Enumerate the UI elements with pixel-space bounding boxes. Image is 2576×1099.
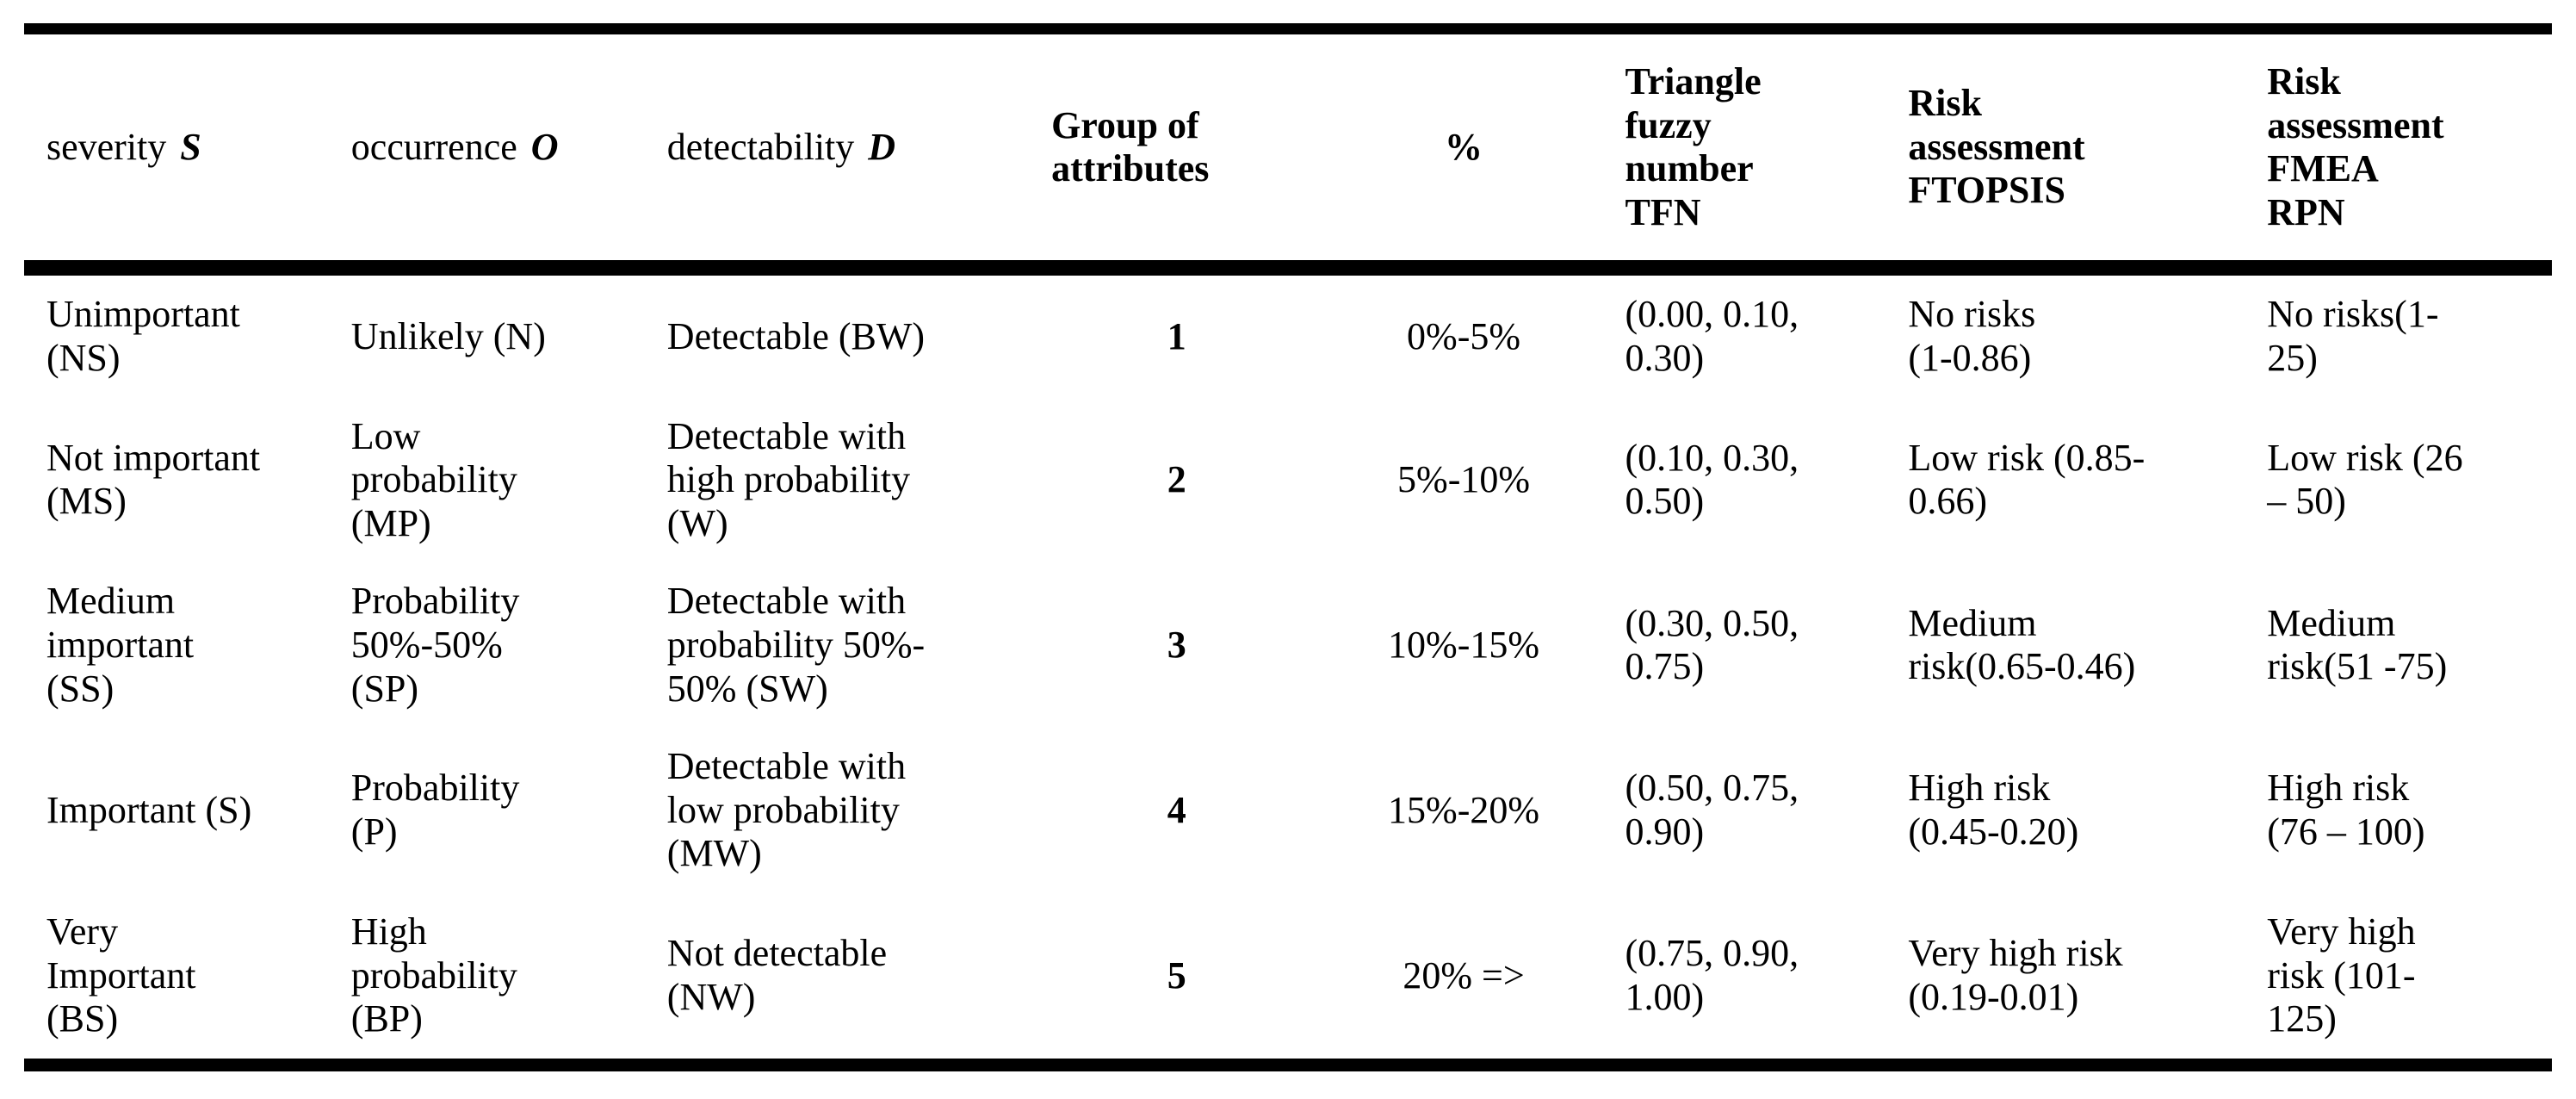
- table-row-2: Not important (MS) Low probability (MP) …: [24, 398, 2552, 563]
- cell-ftopsis: High risk (0.45-0.20): [1908, 767, 2079, 854]
- header-severity-label: severity: [46, 125, 167, 168]
- header-occurrence-label: occurrence: [350, 125, 517, 168]
- cell-occurrence: Low probability (MP): [350, 414, 517, 544]
- header-detectability-label: detectability: [666, 125, 855, 168]
- cell-fmea-rpn: Medium risk(51 -75): [2267, 601, 2448, 688]
- cell-tfn: (0.10, 0.30, 0.50): [1625, 436, 1799, 523]
- cell-occurrence: Probability (P): [350, 767, 520, 854]
- cell-percent: 10%-15%: [1388, 623, 1540, 666]
- cell-detectability: Detectable (BW): [666, 314, 926, 357]
- table-row-3: Medium important (SS) Probability 50%-50…: [24, 562, 2552, 728]
- cell-detectability: Detectable with low probability (MW): [666, 745, 907, 875]
- header-detectability: detectability D: [663, 28, 1049, 276]
- cell-percent: 5%-10%: [1397, 458, 1531, 501]
- cell-tfn: (0.30, 0.50, 0.75): [1625, 601, 1799, 688]
- cell-percent: 20% =>: [1403, 953, 1525, 997]
- cell-detectability: Detectable with high probability (W): [666, 414, 911, 544]
- header-severity: severity S: [24, 28, 348, 276]
- header-severity-symbol: S: [180, 125, 201, 168]
- cell-severity: Very Important (BS): [46, 910, 196, 1040]
- cell-fmea-rpn: High risk (76 – 100): [2267, 767, 2425, 854]
- header-occurrence: occurrence O: [347, 28, 664, 276]
- table-body: Unimportant (NS) Unlikely (N) Detectable…: [24, 268, 2552, 1065]
- cell-detectability: Detectable with probability 50%- 50% (SW…: [666, 580, 926, 710]
- header-group-of-attributes: Group of attributes: [1048, 28, 1306, 276]
- cell-group: 5: [1167, 953, 1186, 997]
- cell-tfn: (0.50, 0.75, 0.90): [1625, 767, 1799, 854]
- header-row: severity S occurrence O detectability D Gro…: [24, 28, 2552, 276]
- header-fmea-rpn: Risk assessment FMEA RPN: [2263, 28, 2552, 276]
- cell-occurrence: Unlikely (N): [350, 314, 546, 357]
- cell-fmea-rpn: Low risk (26 – 50): [2267, 436, 2463, 523]
- risk-assessment-table: severity S occurrence O detectability D Gro…: [24, 23, 2552, 1071]
- cell-fmea-rpn: Very high risk (101- 125): [2267, 910, 2416, 1040]
- cell-ftopsis: Medium risk(0.65-0.46): [1908, 601, 2136, 688]
- cell-severity: Medium important (SS): [46, 580, 195, 710]
- cell-detectability: Not detectable (NW): [666, 932, 888, 1018]
- cell-group: 4: [1167, 788, 1186, 831]
- cell-group: 3: [1167, 623, 1186, 666]
- cell-fmea-rpn: No risks(1- 25): [2267, 293, 2439, 379]
- cell-severity: Not important (MS): [46, 436, 261, 523]
- cell-severity: Important (S): [46, 788, 252, 831]
- header-percent: %: [1305, 28, 1622, 276]
- cell-percent: 0%-5%: [1407, 314, 1521, 357]
- table-row-1: Unimportant (NS) Unlikely (N) Detectable…: [24, 268, 2552, 397]
- table-header: severity S occurrence O detectability D Gro…: [24, 28, 2552, 276]
- header-occurrence-symbol: O: [530, 125, 559, 168]
- cell-tfn: (0.00, 0.10, 0.30): [1625, 293, 1799, 379]
- header-ftopsis: Risk assessment FTOPSIS: [1904, 28, 2264, 276]
- table-row-5: Very Important (BS) High probability (BP…: [24, 893, 2552, 1065]
- table-row-4: Important (S) Probability (P) Detectable…: [24, 728, 2552, 893]
- cell-group: 1: [1167, 314, 1186, 357]
- cell-ftopsis: Low risk (0.85- 0.66): [1908, 436, 2146, 523]
- cell-ftopsis: Very high risk (0.19-0.01): [1908, 932, 2123, 1018]
- cell-percent: 15%-20%: [1388, 788, 1540, 831]
- cell-occurrence: High probability (BP): [350, 910, 517, 1040]
- cell-group: 2: [1167, 458, 1186, 501]
- header-tfn: Triangle fuzzy number TFN: [1621, 28, 1905, 276]
- cell-tfn: (0.75, 0.90, 1.00): [1625, 932, 1799, 1018]
- cell-occurrence: Probability 50%-50% (SP): [350, 580, 520, 710]
- cell-severity: Unimportant (NS): [46, 293, 240, 379]
- header-detectability-symbol: D: [868, 125, 896, 168]
- cell-ftopsis: No risks (1-0.86): [1908, 293, 2036, 379]
